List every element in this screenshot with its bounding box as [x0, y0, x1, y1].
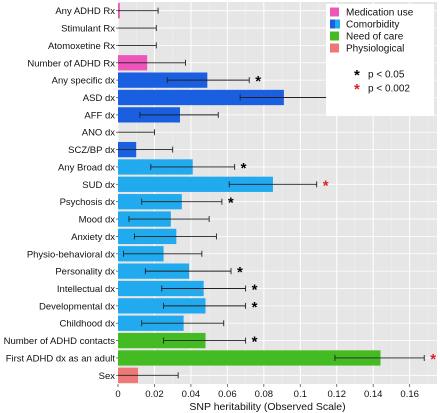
- significance-star: *: [237, 264, 243, 281]
- x-tick-label: 0.02: [145, 389, 164, 400]
- x-tick-label: 0: [115, 389, 120, 400]
- legend-swatch: [330, 7, 339, 17]
- significance-star: *: [430, 351, 436, 368]
- x-tick-label: 0.06: [218, 389, 237, 400]
- legend-label: Physiological: [346, 44, 404, 55]
- category-label: Anxiety dx: [71, 232, 115, 243]
- category-label: ASD dx: [83, 93, 115, 104]
- category-labels: Any ADHD Rx Stimulant Rx Atomoxetine Rx Num…: [4, 6, 118, 382]
- significance-star: *: [255, 73, 261, 90]
- significance-star: *: [252, 299, 258, 316]
- bar: [118, 332, 206, 349]
- category-label: Stimulant Rx: [61, 24, 115, 35]
- x-tick-label: 0.04: [182, 389, 201, 400]
- x-tick-label: 0.12: [327, 389, 346, 400]
- category-label: Number of ADHD Rx: [27, 58, 115, 69]
- category-label: Atomoxetine Rx: [48, 41, 115, 52]
- legend-swatch: [335, 19, 340, 29]
- legend-swatch: [330, 43, 339, 53]
- category-label: Physio-behavioral dx: [27, 249, 115, 260]
- category-label: SCZ/BP dx: [68, 145, 115, 156]
- category-label: Any ADHD Rx: [55, 6, 115, 17]
- bar: [118, 72, 208, 88]
- significance-star: *: [323, 177, 329, 194]
- legend-swatch: [330, 19, 335, 29]
- category-label: ANO dx: [82, 128, 116, 139]
- significance-star: *: [252, 334, 258, 351]
- category-label: Psychosis dx: [60, 197, 116, 208]
- legend-label: p < 0.05: [368, 70, 405, 81]
- category-label: Any Broad dx: [58, 162, 115, 173]
- x-tick-label: 0.16: [400, 389, 419, 400]
- category-label: AFF dx: [84, 110, 115, 121]
- legend-star: *: [354, 67, 360, 84]
- x-axis-ticks: 0 0.02 0.04 0.06 0.08 0.1 0.12 0.14 0.16: [115, 384, 419, 400]
- x-tick-label: 0.08: [255, 389, 274, 400]
- legend-swatch: [330, 31, 339, 41]
- significance-star: *: [228, 195, 234, 212]
- category-label: Sex: [99, 371, 116, 382]
- legend-label: Comorbidity: [346, 20, 399, 31]
- significance-star: *: [252, 282, 258, 299]
- significance-star: *: [241, 160, 247, 177]
- legend-label: Need of care: [346, 32, 404, 43]
- category-label: Number of ADHD contacts: [4, 336, 116, 347]
- category-label: Personality dx: [55, 267, 115, 278]
- legend-box: [326, 4, 434, 116]
- category-label: First ADHD dx as an adult: [6, 353, 116, 364]
- category-label: Any specific dx: [52, 76, 116, 87]
- error-bars: [118, 7, 425, 379]
- legend-label: p < 0.002: [368, 84, 410, 95]
- legend-star: *: [354, 81, 360, 98]
- bar: [118, 280, 204, 297]
- legend-label: Medication use: [346, 8, 414, 19]
- bar: [118, 89, 284, 106]
- category-label: SUD dx: [82, 180, 115, 191]
- category-label: Intellectual dx: [57, 284, 115, 295]
- category-label: Childhood dx: [60, 319, 116, 330]
- x-axis-title: SNP heritability (Observed Scale): [189, 401, 345, 413]
- category-label: Developmental dx: [39, 301, 115, 312]
- bar: [118, 176, 273, 192]
- bar: [118, 298, 206, 314]
- x-tick-label: 0.14: [364, 389, 383, 400]
- category-label: Mood dx: [79, 215, 116, 226]
- bar: [118, 350, 381, 366]
- x-tick-label: 0.1: [294, 389, 307, 400]
